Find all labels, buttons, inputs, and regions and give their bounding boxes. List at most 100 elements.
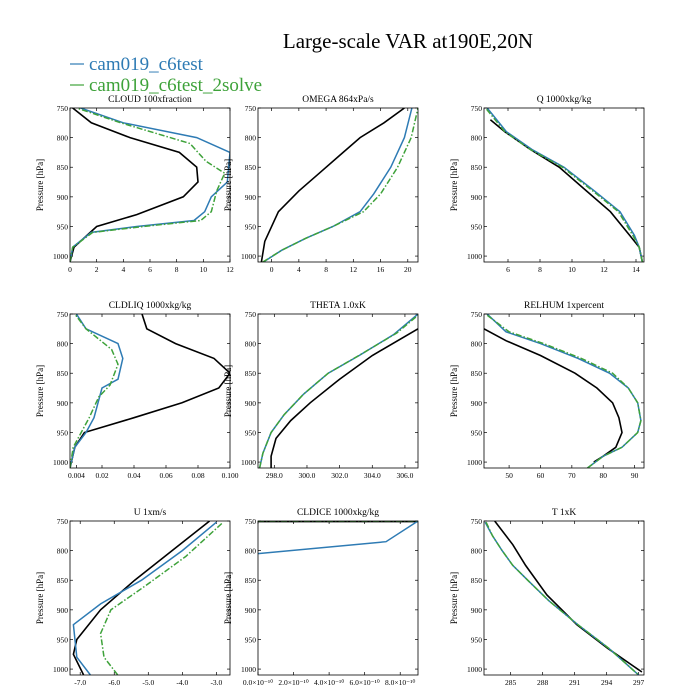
x-tick-label: 14 (632, 265, 640, 274)
panel-frame (257, 313, 419, 469)
y-tick-label: 1000 (241, 458, 256, 467)
legend-label-cam019-c6test-2solve: cam019_c6test_2solve (89, 75, 262, 96)
panel-title: OMEGA 864xPa/s (302, 95, 374, 105)
series-line-reference (260, 108, 405, 262)
x-tick-label: 60 (537, 471, 545, 480)
y-tick-label: 750 (471, 104, 483, 113)
x-tick-label: 80 (599, 471, 607, 480)
x-tick-label: -7.0 (74, 678, 86, 687)
y-tick-label: 750 (245, 517, 257, 526)
panel-title: CLDICE 1000xkg/kg (297, 508, 379, 518)
panel-series (484, 521, 643, 675)
x-tick-label: 0 (270, 265, 274, 274)
y-tick-label: 950 (57, 428, 69, 437)
series-line-cam019-c6test-2solve (486, 314, 642, 468)
x-tick-label: 306.0 (397, 471, 414, 480)
y-tick-label: 800 (471, 547, 483, 556)
x-tick-label: 90 (631, 471, 639, 480)
y-tick-label: 950 (245, 428, 257, 437)
x-tick-label: 8 (324, 265, 328, 274)
panel-frame (69, 107, 231, 263)
x-tick-label: -4.0 (176, 678, 188, 687)
series-line-cam019-c6test (258, 521, 418, 555)
series-line-cam019-c6test-2solve (70, 108, 226, 262)
legend: cam019_c6test cam019_c6test_2solve (70, 54, 262, 96)
y-tick-label: 1000 (53, 665, 68, 674)
x-tick-label: 0.08 (191, 471, 204, 480)
y-axis-label: Pressure [hPa] (223, 159, 233, 211)
panel-series (484, 314, 642, 468)
panel-frame (69, 313, 231, 469)
y-tick-label: 800 (471, 134, 483, 143)
y-tick-label: 900 (57, 606, 69, 615)
panel-series (258, 314, 418, 468)
panel-8: CLDICE 1000xkg/kg 750 800 850 900 950 1000 0.0×… (223, 508, 419, 687)
x-tick-label: 294 (601, 678, 613, 687)
series-line-cam019-c6test-2solve (485, 108, 644, 262)
x-tick-label: 12 (350, 265, 358, 274)
series-line-cam019-c6test-2solve (99, 521, 224, 675)
panel-frame (483, 520, 645, 676)
y-axis-label: Pressure [hPa] (223, 365, 233, 417)
y-tick-label: 850 (471, 369, 483, 378)
panel-9: T 1xK 750 800 850 900 950 1000 285 288 291 294 297 P… (449, 508, 645, 687)
x-tick-label: 288 (537, 678, 549, 687)
y-tick-label: 800 (245, 547, 257, 556)
x-tick-label: 298.0 (266, 471, 283, 480)
series-line-reference (70, 108, 199, 262)
y-tick-label: 1000 (53, 458, 68, 467)
series-line-reference (484, 328, 623, 463)
panel-3: Q 1000xkg/kg 750 800 850 900 950 1000 6 8 10 12 14 P… (449, 95, 645, 274)
series-line-cam019-c6test-2solve (258, 314, 418, 468)
y-axis-label: Pressure [hPa] (449, 365, 459, 417)
y-tick-label: 850 (471, 163, 483, 172)
panel-2: OMEGA 864xPa/s 750 800 850 900 950 1000 0 4 8 12 16… (223, 95, 419, 274)
series-line-reference (270, 328, 418, 468)
y-tick-label: 950 (245, 635, 257, 644)
panel-7: U 1xm/s 750 800 850 900 950 1000 -7.0 -6.0 -5.0 -4… (35, 508, 231, 687)
series-line-cam019-c6test (262, 108, 413, 262)
y-tick-label: 1000 (467, 665, 482, 674)
panel-frame (69, 520, 231, 676)
x-tick-label: 6 (148, 265, 152, 274)
y-tick-label: 850 (245, 369, 257, 378)
x-tick-label: -3.0 (210, 678, 222, 687)
series-line-cam019-c6test (484, 521, 640, 675)
x-tick-label: 20 (404, 265, 412, 274)
x-tick-label: 291 (569, 678, 581, 687)
panel-series (70, 314, 230, 468)
y-axis-label: Pressure [hPa] (35, 572, 45, 624)
x-tick-label: 304.0 (364, 471, 381, 480)
x-tick-label: 2.0×10⁻¹⁰ (278, 678, 308, 687)
y-axis-label: Pressure [hPa] (35, 159, 45, 211)
x-tick-label: 0.004 (68, 471, 85, 480)
y-axis-label: Pressure [hPa] (35, 365, 45, 417)
panel-6: RELHUM 1xpercent 750 800 850 900 950 1000 50 60 7… (449, 301, 645, 480)
y-tick-label: 850 (57, 576, 69, 585)
panel-title: U 1xm/s (134, 508, 167, 518)
x-tick-label: 4.0×10⁻¹⁰ (314, 678, 344, 687)
y-tick-label: 950 (471, 635, 483, 644)
y-tick-label: 800 (57, 340, 69, 349)
panel-frame (257, 107, 419, 263)
y-tick-label: 950 (57, 635, 69, 644)
y-tick-label: 850 (57, 163, 69, 172)
y-tick-label: 950 (57, 222, 69, 231)
y-tick-label: 1000 (467, 252, 482, 261)
x-tick-label: 8 (538, 265, 542, 274)
panel-title: RELHUM 1xpercent (524, 301, 604, 311)
y-tick-label: 900 (471, 193, 483, 202)
y-tick-label: 950 (471, 428, 483, 437)
series-line-reference (489, 119, 644, 262)
y-tick-label: 1000 (241, 665, 256, 674)
y-tick-label: 950 (245, 222, 257, 231)
x-tick-label: 0.100 (222, 471, 239, 480)
y-tick-label: 1000 (53, 252, 68, 261)
panel-title: CLDLIQ 1000xkg/kg (109, 301, 192, 311)
x-tick-label: 0 (68, 265, 72, 274)
series-line-cam019-c6test (72, 521, 217, 675)
series-line-cam019-c6test (258, 314, 418, 468)
x-tick-label: 285 (505, 678, 517, 687)
x-tick-label: -5.0 (142, 678, 154, 687)
